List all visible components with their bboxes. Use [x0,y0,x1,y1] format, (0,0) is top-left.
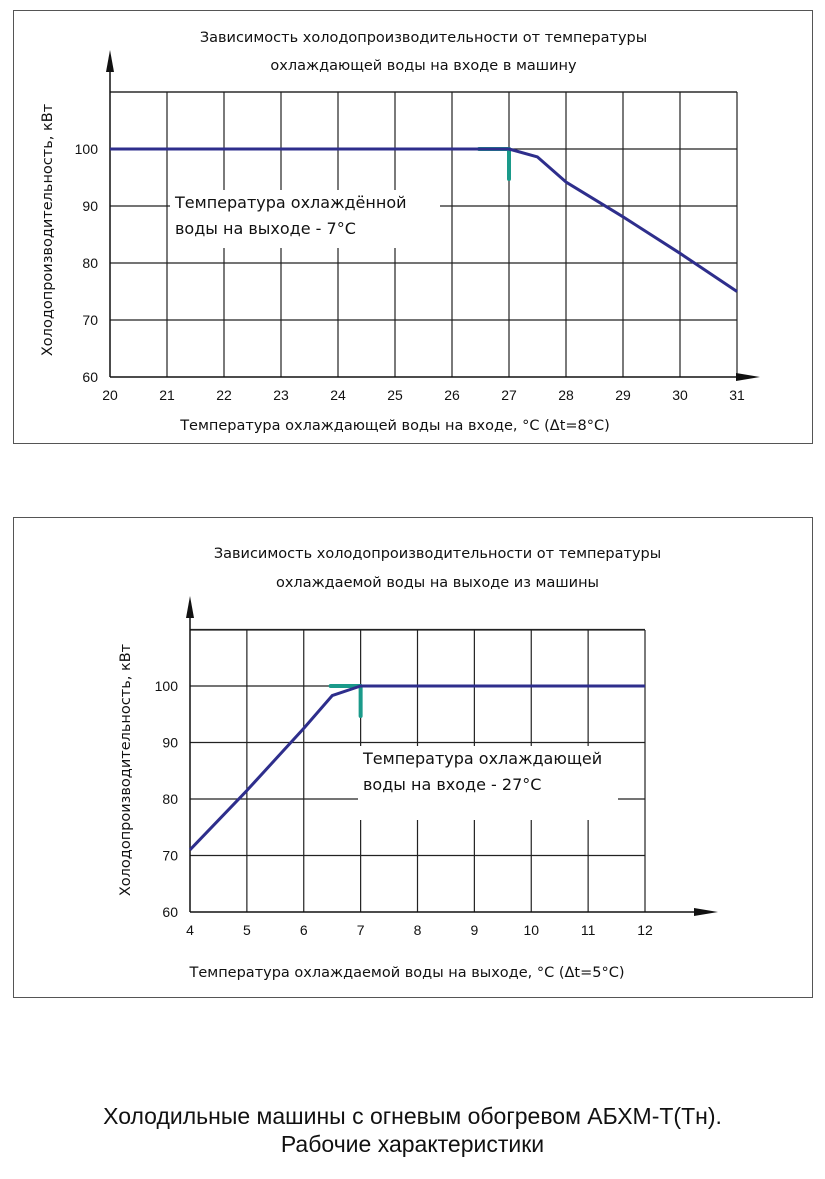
y-tick-label: 70 [82,312,98,328]
y-tick-label: 100 [75,141,99,157]
series-line [110,147,738,293]
x-tick-label: 26 [444,387,460,403]
x-tick-label: 27 [501,387,517,403]
x-tick-label: 11 [581,922,596,938]
x-tick-label: 31 [729,387,745,403]
annotation-line: воды на выходе - 7°С [175,219,356,238]
x-tick-label: 21 [159,387,175,403]
x-tick-label: 24 [330,387,346,403]
x-tick-label: 23 [273,387,289,403]
x-tick-label: 7 [357,922,365,938]
x-tick-label: 8 [414,922,422,938]
y-tick-label: 90 [162,735,178,751]
chart-title-line: охлаждаемой воды на выходе из машины [276,575,599,591]
x-tick-label: 29 [615,387,631,403]
y-tick-label: 90 [82,198,98,214]
x-axis-arrow-icon [736,373,760,381]
y-tick-label: 80 [162,791,178,807]
x-tick-label: 28 [558,387,574,403]
x-tick-label: 10 [523,922,539,938]
y-tick-label: 70 [162,848,178,864]
x-tick-label: 30 [672,387,688,403]
x-axis-label: Температура охлаждающей воды на входе, °… [179,418,610,434]
annotation-line: Температура охлаждающей [362,749,602,768]
series-line [188,684,645,851]
x-tick-label: 5 [243,922,251,938]
y-tick-label: 100 [155,678,179,694]
y-axis-label: Холодопроизводительность, кВт [40,103,56,356]
chart-title-line: охлаждающей воды на входе в машину [270,58,577,74]
x-tick-label: 12 [637,922,653,938]
caption-line-1: Холодильные машины с огневым обогревом А… [103,1103,722,1129]
annotation-line: воды на входе - 27°С [363,775,541,794]
x-tick-label: 9 [470,922,478,938]
y-tick-label: 80 [82,255,98,271]
x-tick-label: 6 [300,922,308,938]
chart-title-line: Зависимость холодопроизводительности от … [200,30,647,46]
caption-line-2: Рабочие характеристики [280,1131,545,1157]
annotation-background [358,746,618,820]
annotation-line: Температура охлаждённой [174,193,407,212]
x-tick-label: 25 [387,387,403,403]
x-axis-label: Температура охлаждаемой воды на выходе, … [188,965,624,981]
x-axis-arrow-icon [694,908,718,916]
y-axis-arrow-icon [186,596,194,618]
y-axis-label: Холодопроизводительность, кВт [118,643,134,896]
x-tick-label: 4 [186,922,194,938]
y-tick-label: 60 [82,369,98,385]
y-tick-label: 60 [162,904,178,920]
chart-title-line: Зависимость холодопроизводительности от … [214,546,661,562]
x-tick-label: 20 [102,387,118,403]
annotation-background [170,190,440,248]
y-axis-arrow-icon [106,50,114,72]
x-tick-label: 22 [216,387,232,403]
